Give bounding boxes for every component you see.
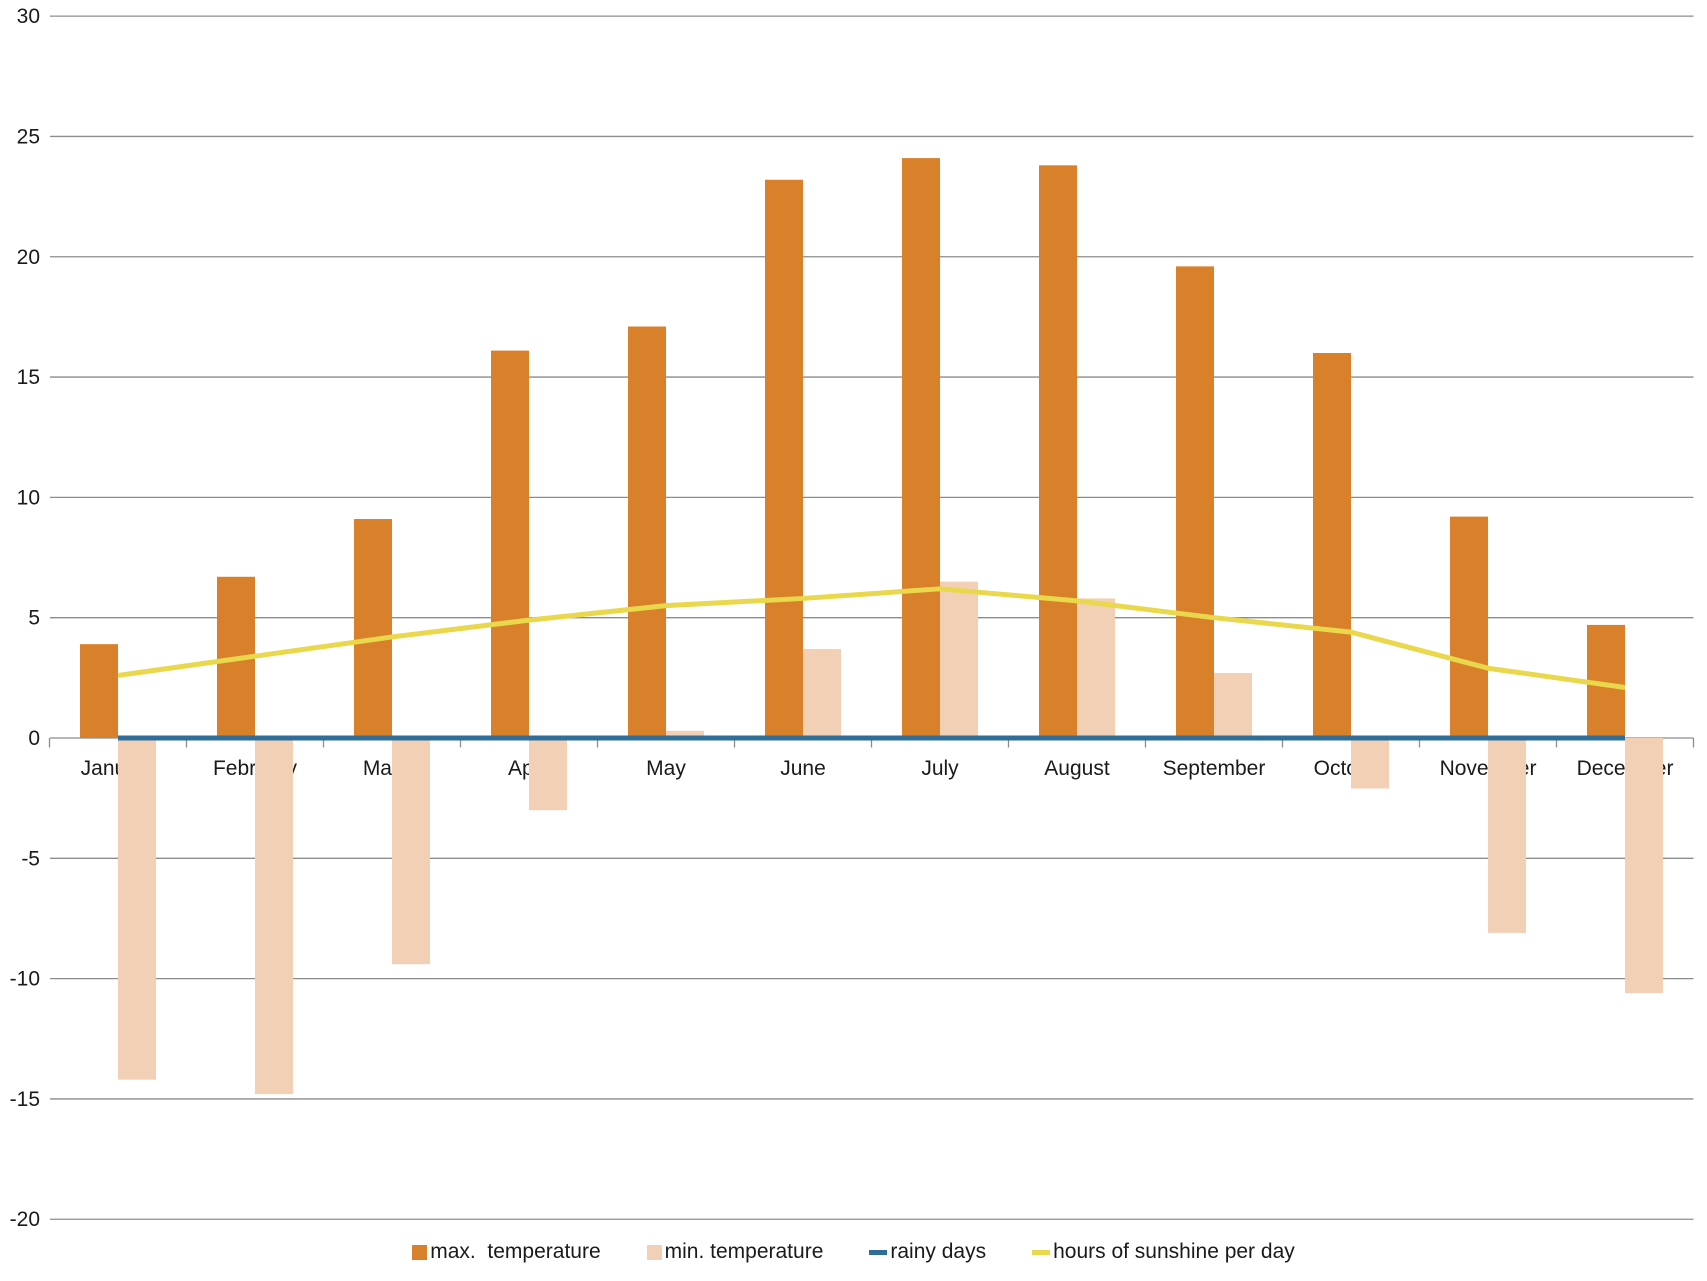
y-axis-tick-label: -15 xyxy=(10,1088,40,1111)
y-axis-tick-label: -5 xyxy=(21,847,40,870)
bar-max-temperature-November xyxy=(1450,516,1488,738)
bar-max-temperature-October xyxy=(1313,353,1351,738)
bar-min-temperature-March xyxy=(392,738,430,965)
bar-max-temperature-September xyxy=(1176,266,1214,738)
bar-max-temperature-May xyxy=(628,326,666,738)
y-axis-tick-label: 30 xyxy=(17,5,40,28)
y-axis-tick-label: 5 xyxy=(28,607,40,630)
bar-min-temperature-January xyxy=(118,738,156,1080)
bar-min-temperature-October xyxy=(1351,738,1389,789)
legend-swatch-min-temperature-icon xyxy=(646,1244,662,1260)
legend-item-min-temperature: min. temperature xyxy=(646,1240,824,1264)
bar-min-temperature-April xyxy=(529,738,567,811)
x-axis-label-September: September xyxy=(1163,757,1266,780)
legend-item-max-temperature: max. temperature xyxy=(412,1240,601,1264)
y-axis-tick-label: 0 xyxy=(28,727,40,750)
y-axis-tick-label: -20 xyxy=(10,1208,40,1231)
legend-swatch-max-temperature-icon xyxy=(412,1244,428,1260)
bar-max-temperature-August xyxy=(1039,165,1077,738)
bar-min-temperature-November xyxy=(1488,738,1526,933)
legend-label-min-temperature: min. temperature xyxy=(664,1240,824,1263)
bar-max-temperature-June xyxy=(765,179,803,738)
legend-label-rainy-days: rainy days xyxy=(890,1240,987,1263)
bar-min-temperature-July xyxy=(940,581,978,738)
bar-min-temperature-May xyxy=(666,730,704,738)
bar-min-temperature-February xyxy=(255,738,293,1095)
legend-swatch-hours-of-sunshine-icon xyxy=(1032,1249,1051,1255)
legend-swatch-rainy-days-icon xyxy=(869,1249,888,1255)
bar-max-temperature-March xyxy=(354,519,392,738)
y-axis-tick-label: 15 xyxy=(17,366,40,389)
y-axis-tick-label: 25 xyxy=(17,125,40,148)
bar-max-temperature-January xyxy=(80,644,118,738)
legend-item-rainy-days: rainy days xyxy=(869,1240,986,1264)
legend-label-hours-of-sunshine: hours of sunshine per day xyxy=(1053,1240,1295,1263)
line-series-hours-of-sunshine-per-day xyxy=(117,586,1626,690)
bar-min-temperature-December xyxy=(1625,738,1663,994)
bar-min-temperature-September xyxy=(1214,673,1252,738)
legend-item-hours-of-sunshine: hours of sunshine per day xyxy=(1032,1240,1295,1264)
legend-label-max-temperature: max. temperature xyxy=(430,1240,601,1263)
chart-legend: max. temperature min. temperature rainy … xyxy=(0,1240,1707,1264)
bar-min-temperature-June xyxy=(803,648,841,738)
x-axis-label-May: May xyxy=(646,757,686,780)
x-axis-label-August: August xyxy=(1044,757,1110,780)
bar-min-temperature-August xyxy=(1077,598,1115,738)
bar-max-temperature-July xyxy=(902,158,940,738)
y-axis-tick-label: 10 xyxy=(17,486,40,509)
y-axis-tick-label: 20 xyxy=(17,246,40,269)
x-axis-label-June: June xyxy=(780,757,826,780)
x-axis-label-July: July xyxy=(921,757,959,780)
y-axis-tick-label: -10 xyxy=(10,968,40,991)
bar-max-temperature-April xyxy=(491,350,529,738)
